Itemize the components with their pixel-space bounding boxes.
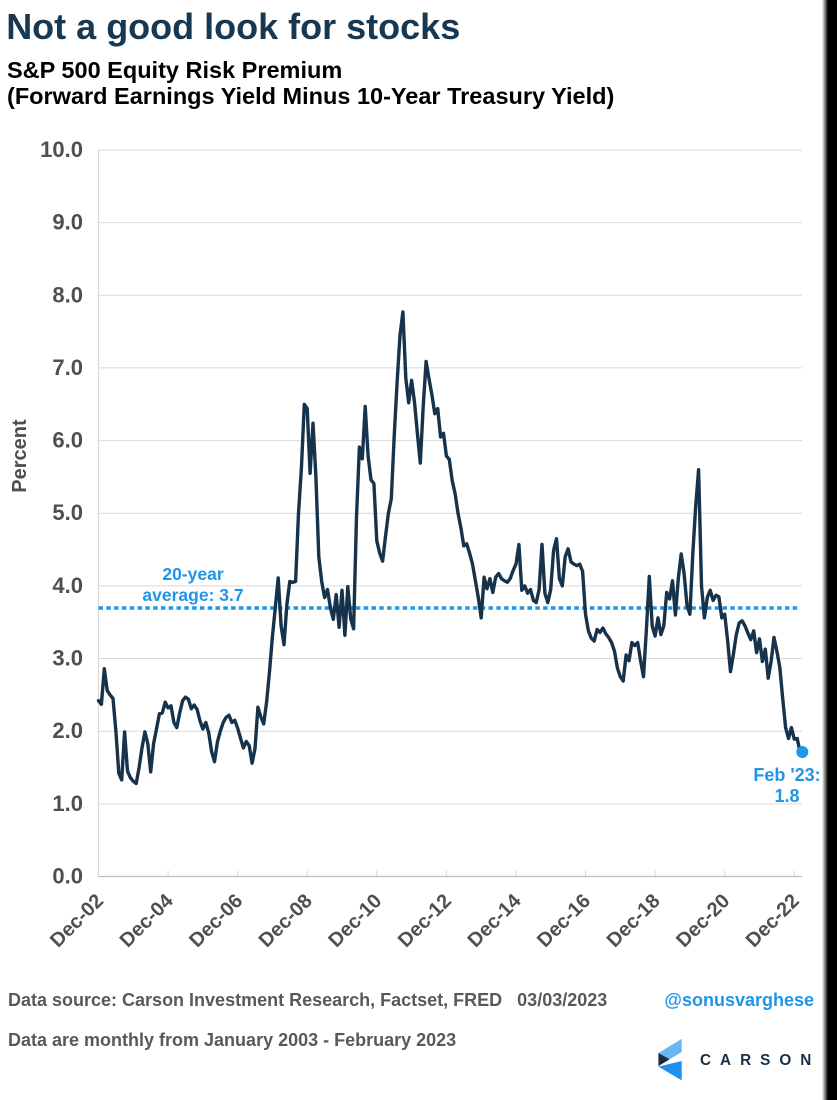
svg-text:6.0: 6.0 [52, 428, 83, 453]
svg-text:10.0: 10.0 [40, 137, 83, 162]
svg-text:4.0: 4.0 [52, 573, 83, 598]
svg-text:0.0: 0.0 [52, 864, 83, 889]
svg-text:CARSON: CARSON [700, 1052, 820, 1069]
svg-text:Percent: Percent [9, 419, 31, 493]
svg-text:Dec-08: Dec-08 [255, 890, 317, 952]
svg-text:Dec-14: Dec-14 [464, 889, 527, 952]
svg-text:9.0: 9.0 [52, 210, 83, 235]
svg-text:average: 3.7: average: 3.7 [142, 585, 243, 605]
svg-text:7.0: 7.0 [52, 355, 83, 380]
svg-text:Dec-04: Dec-04 [116, 889, 179, 952]
svg-text:2.0: 2.0 [52, 718, 83, 743]
svg-text:5.0: 5.0 [52, 500, 83, 525]
svg-text:Dec-10: Dec-10 [324, 890, 386, 952]
svg-text:3.0: 3.0 [52, 646, 83, 671]
svg-text:1.0: 1.0 [52, 791, 83, 816]
svg-text:Dec-12: Dec-12 [394, 890, 456, 952]
svg-text:1.8: 1.8 [774, 786, 799, 806]
svg-text:Dec-20: Dec-20 [672, 890, 734, 952]
svg-text:Dec-06: Dec-06 [185, 890, 247, 952]
svg-text:20-year: 20-year [162, 564, 223, 584]
svg-text:Feb '23:: Feb '23: [753, 765, 820, 785]
svg-text:Dec-18: Dec-18 [603, 890, 665, 952]
svg-text:Dec-02: Dec-02 [46, 890, 108, 952]
svg-text:Dec-22: Dec-22 [742, 890, 804, 952]
svg-text:Dec-16: Dec-16 [533, 890, 595, 952]
svg-text:8.0: 8.0 [52, 282, 83, 307]
